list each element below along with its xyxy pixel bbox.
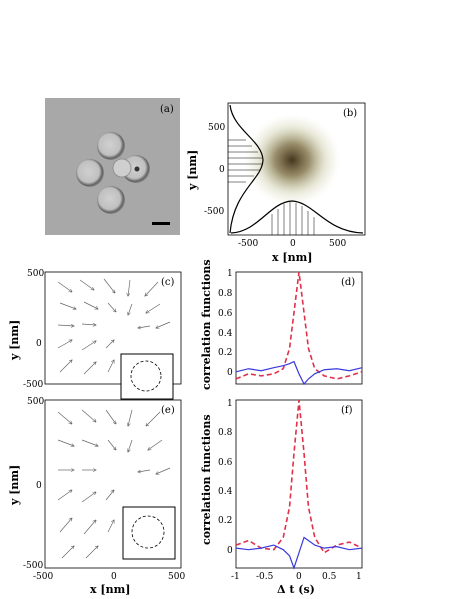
- x-histogram: [271, 202, 315, 235]
- b-xtick-right: 500: [329, 239, 346, 249]
- b-ylabel: y [nm]: [186, 150, 199, 191]
- f-ytick-0: 0: [227, 546, 233, 556]
- f-series-solid-blue: [235, 536, 363, 570]
- bead-left: [76, 159, 104, 187]
- d-ytick-04: 0.4: [218, 329, 233, 339]
- bead-center: [112, 158, 132, 178]
- f-ytick-08: 0.8: [218, 428, 233, 438]
- b-ytick-bot: -500: [204, 207, 224, 217]
- c-ytick-mid: 0: [36, 339, 42, 349]
- e-ytick-bot: -500: [23, 561, 43, 571]
- y-histogram: [228, 139, 263, 183]
- panel-b-tag: (b): [343, 108, 357, 119]
- f-ytick-02: 0.2: [218, 516, 232, 526]
- b-ytick-mid: 0: [219, 165, 225, 175]
- c-vector-arrows: [57, 278, 171, 375]
- panel-d-tag: (d): [341, 277, 355, 288]
- f-xtick-05: 0.5: [322, 572, 337, 582]
- f-xlabel: Δ t (s): [277, 583, 315, 596]
- e-xtick-left: -500: [33, 572, 53, 582]
- e-ytick-top: 500: [27, 397, 44, 407]
- d-series-dashed-red: [235, 271, 363, 380]
- f-xtick-m1: -1: [231, 572, 240, 582]
- e-inset-box: [122, 506, 176, 560]
- panel-f-tag: (f): [341, 405, 353, 416]
- d-ytick-08: 0.8: [218, 289, 233, 299]
- c-ylabel: y [nm]: [8, 320, 21, 361]
- f-ytick-06: 0.6: [218, 458, 233, 468]
- bead-bottom: [97, 186, 125, 214]
- d-plot-area: [235, 271, 363, 386]
- panel-f: (f) 1 0.8 0.6 0.4 0.2 0 -1 -0.5 0 0.5 1 …: [200, 399, 363, 596]
- e-ytick-mid: 0: [36, 481, 42, 491]
- panel-d: (d) 1 0.8 0.6 0.4 0.2 0 correlation func…: [200, 259, 363, 390]
- d-ytick-1: 1: [227, 269, 233, 279]
- e-xtick-mid: 0: [111, 572, 117, 582]
- e-xlabel: x [nm]: [90, 583, 130, 596]
- c-inset-loop: [130, 360, 162, 392]
- c-ytick-top: 500: [27, 269, 44, 279]
- panel-d-frame: [235, 271, 363, 385]
- panel-e: (e) 500 0 -500 -500 0 500 x [nm] y [nm]: [8, 397, 185, 596]
- d-ytick-06: 0.6: [218, 309, 233, 319]
- f-xtick-0: 0: [296, 572, 302, 582]
- f-xtick-1: 1: [356, 572, 362, 582]
- d-ytick-0: 0: [227, 368, 233, 378]
- bead-top: [97, 132, 125, 160]
- position-cloud: [244, 114, 340, 206]
- d-series-solid-blue: [235, 360, 363, 386]
- f-ytick-04: 0.4: [218, 487, 233, 497]
- e-ylabel: y [nm]: [8, 465, 21, 506]
- c-ytick-bot: -500: [23, 380, 43, 390]
- b-ytick-top: 500: [208, 123, 225, 133]
- e-inset-loop: [131, 515, 165, 549]
- panel-e-tag: (e): [161, 405, 175, 416]
- f-plot-area: [235, 399, 363, 570]
- y-gaussian-fit: [229, 104, 264, 234]
- b-xlabel: x [nm]: [272, 251, 312, 264]
- panel-a-tag: (a): [160, 104, 174, 115]
- e-xtick-right: 500: [168, 572, 185, 582]
- photo-background: [45, 98, 180, 235]
- b-xtick-mid: 0: [290, 239, 296, 249]
- d-ylabel: correlation functions: [200, 259, 213, 390]
- f-ylabel: correlation functions: [200, 414, 213, 545]
- f-ytick-1: 1: [227, 399, 233, 409]
- panel-c: (c) 500 0 -500 y [nm]: [8, 269, 182, 400]
- c-inset-box: [120, 353, 174, 400]
- tracked-particle: [134, 166, 140, 172]
- b-xtick-left: -500: [238, 239, 258, 249]
- scale-bar: [152, 222, 170, 225]
- panel-a: (a): [45, 98, 180, 235]
- d-ytick-02: 0.2: [218, 348, 232, 358]
- panel-f-frame: [235, 399, 363, 569]
- f-xtick-m05: -0.5: [256, 572, 274, 582]
- panel-b: (b) 500 0 -500 -500 0 500 x [nm] y [nm]: [186, 102, 366, 264]
- panel-c-tag: (c): [161, 277, 175, 288]
- e-vector-arrows: [57, 409, 171, 559]
- x-gaussian-fit: [230, 200, 364, 234]
